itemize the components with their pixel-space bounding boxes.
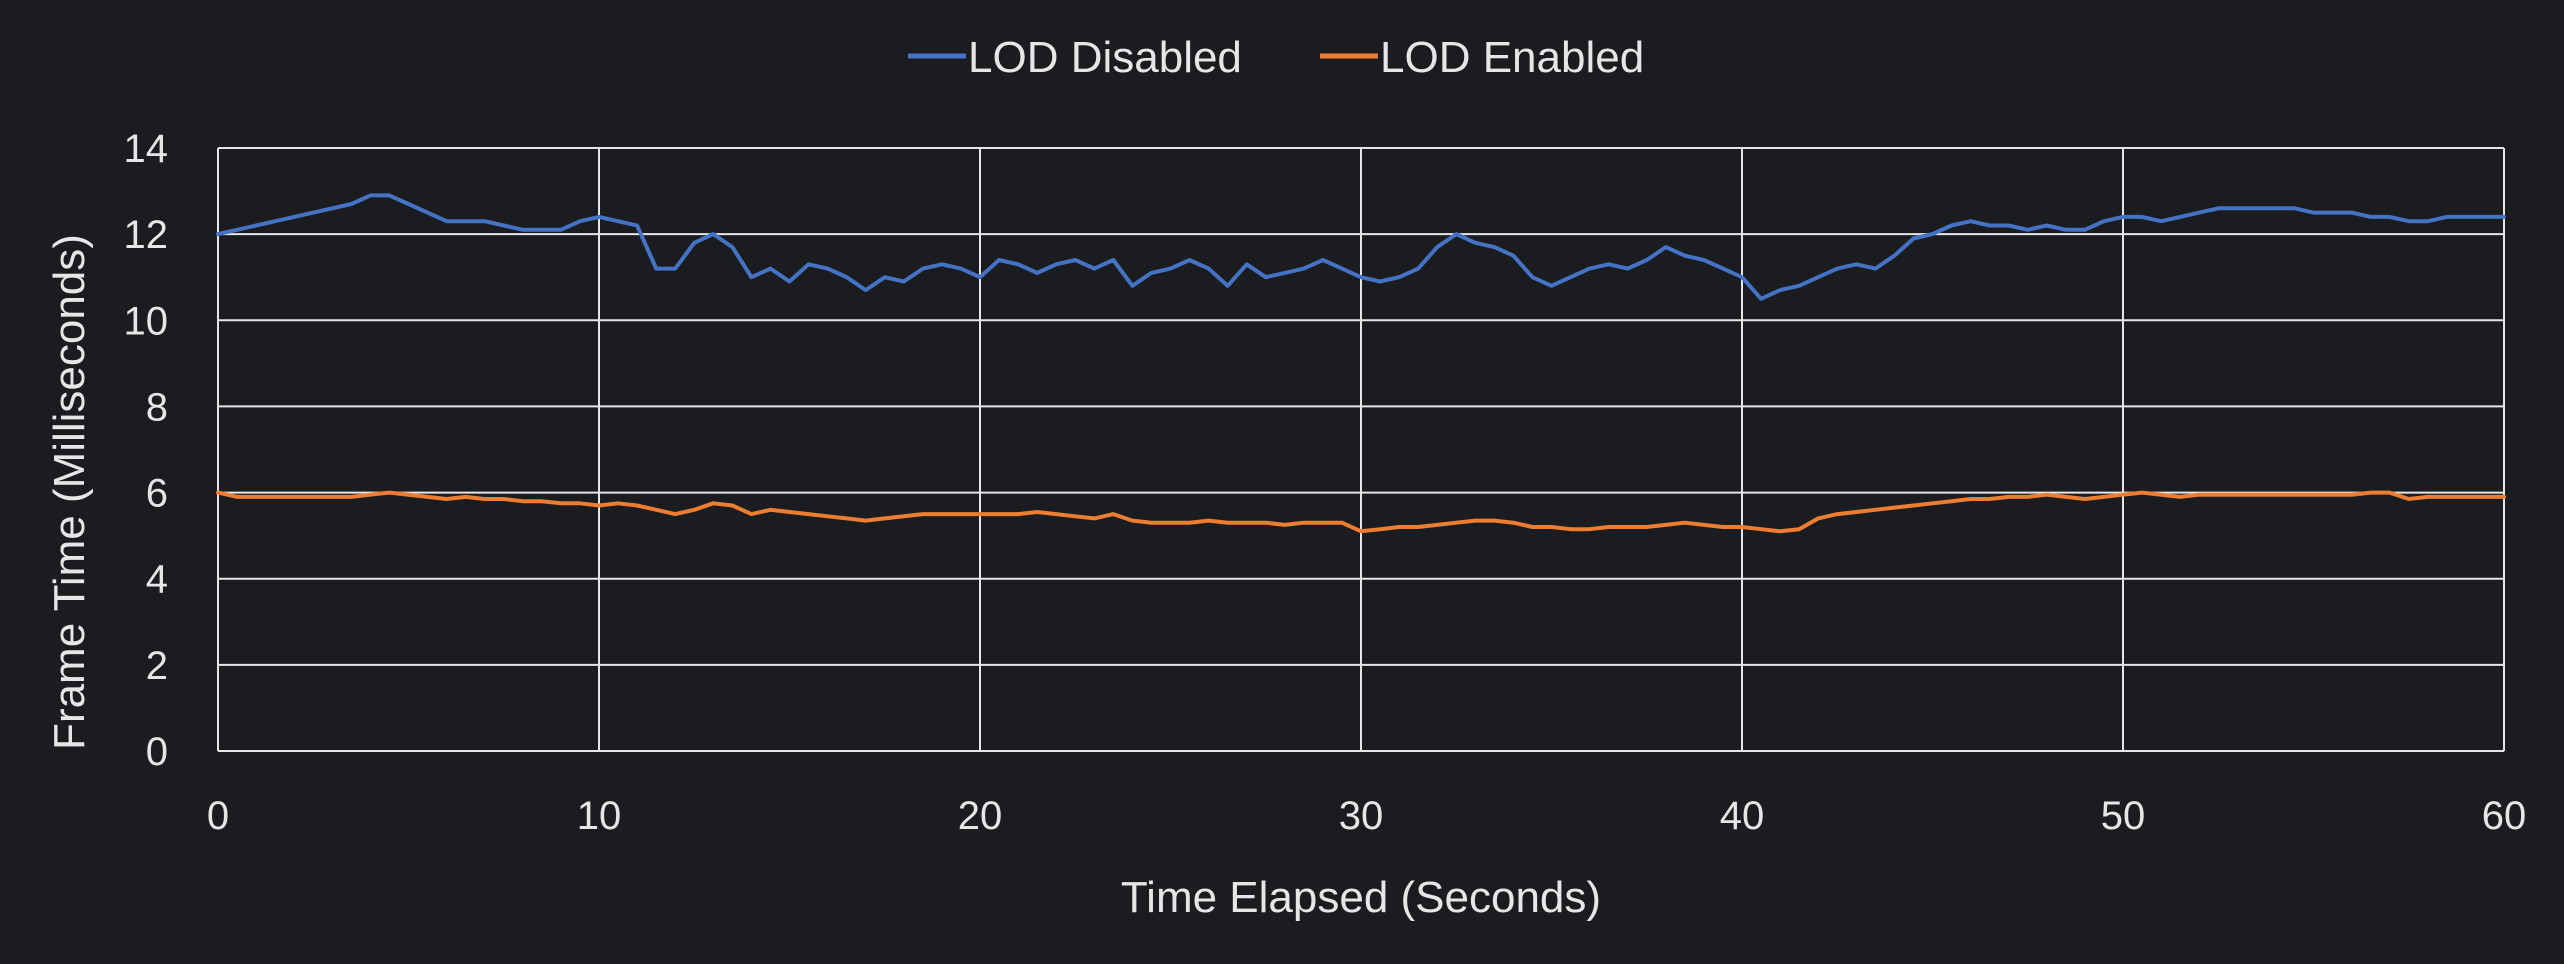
x-tick-label: 50: [2101, 794, 2146, 838]
y-tick-label: 4: [146, 558, 168, 602]
y-tick-label: 12: [124, 213, 169, 257]
legend-label-0: LOD Disabled: [968, 33, 1242, 82]
y-tick-label: 8: [146, 385, 168, 429]
y-tick-label: 14: [124, 127, 169, 171]
x-tick-label: 0: [207, 794, 229, 838]
legend: LOD Disabled LOD Enabled: [908, 33, 1644, 82]
y-tick-label: 0: [146, 730, 168, 774]
gridlines: [217, 147, 2505, 752]
x-tick-label: 20: [958, 794, 1003, 838]
y-tick-label: 2: [146, 644, 168, 688]
series-line-1: [216, 490, 2506, 534]
tick-labels: 0 2 4 6 8 10 12 14 0 10 20 30 40 50 60: [124, 127, 2527, 838]
y-tick-label: 6: [146, 472, 168, 516]
plot-lines: [216, 193, 2506, 534]
legend-label-1: LOD Enabled: [1380, 33, 1644, 82]
series-line-0: [216, 193, 2506, 301]
y-tick-label: 10: [124, 299, 169, 343]
x-tick-label: 40: [1720, 794, 1765, 838]
x-axis-title: Time Elapsed (Seconds): [1121, 873, 1601, 922]
x-tick-label: 10: [577, 794, 622, 838]
x-tick-label: 30: [1339, 794, 1384, 838]
x-tick-label: 60: [2482, 794, 2527, 838]
y-axis-title: Frame Time (Milliseconds): [45, 234, 94, 750]
